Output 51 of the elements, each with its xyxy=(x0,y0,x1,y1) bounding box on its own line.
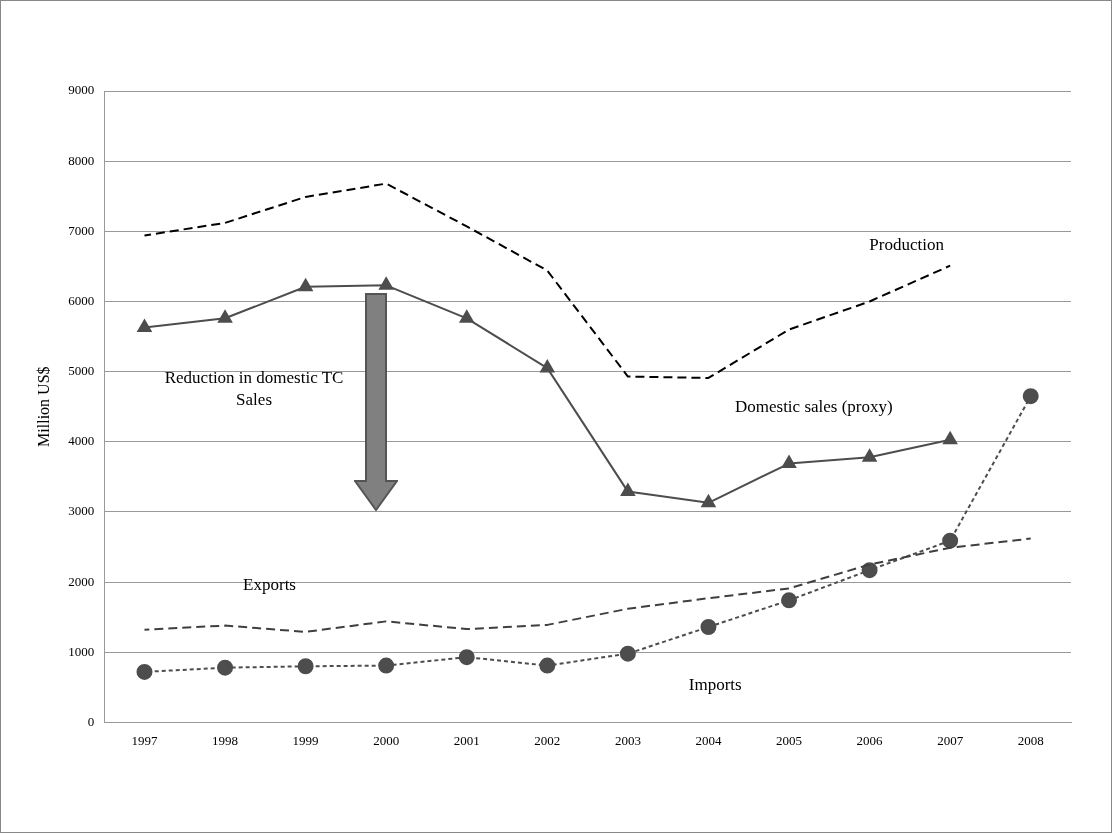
y-tick-label: 7000 xyxy=(68,222,95,238)
y-tick-label: 3000 xyxy=(68,503,95,519)
point xyxy=(620,483,635,497)
y-tick-label: 0 xyxy=(87,713,95,729)
x-tick-label: 2004 xyxy=(695,732,722,748)
y-tick-label: 1000 xyxy=(68,643,95,659)
text: Domestic sales (proxy) xyxy=(734,397,893,417)
x-tick-label: 2000 xyxy=(373,732,400,748)
x-tick-label: 2002 xyxy=(534,732,561,748)
point xyxy=(861,562,878,579)
point xyxy=(217,310,233,323)
x-tick-label: 2008 xyxy=(1017,732,1044,748)
x-tick-label: 1997 xyxy=(131,732,158,748)
text: Imports xyxy=(688,674,742,694)
point xyxy=(862,449,877,462)
point xyxy=(298,278,313,292)
point xyxy=(1022,388,1039,405)
x-tick-label: 2001 xyxy=(453,732,480,748)
y-tick-label: 5000 xyxy=(68,363,95,379)
point xyxy=(701,494,716,508)
point xyxy=(539,657,556,674)
point xyxy=(540,360,555,373)
point xyxy=(458,649,475,666)
y-tick-label: 4000 xyxy=(68,433,95,449)
x-tick-label: 1998 xyxy=(212,732,239,748)
point xyxy=(942,532,959,549)
y-tick-label: 6000 xyxy=(68,292,95,308)
point xyxy=(943,431,958,445)
series-label: Exports xyxy=(243,575,296,595)
y-axis-title: Million US$ xyxy=(34,366,52,447)
x-tick-label: 1999 xyxy=(292,732,319,748)
point xyxy=(781,455,797,469)
point xyxy=(700,618,717,635)
series-label: Production xyxy=(869,235,945,255)
y-tick-label: 8000 xyxy=(68,152,95,168)
point xyxy=(217,659,234,676)
point xyxy=(379,277,394,290)
point xyxy=(136,663,153,680)
point xyxy=(297,658,314,675)
point xyxy=(378,657,395,674)
point xyxy=(137,319,152,332)
point xyxy=(781,592,798,609)
point xyxy=(459,310,474,323)
x-tick-label: 2003 xyxy=(614,732,641,748)
x-tick-label: 2006 xyxy=(856,732,884,748)
x-tick-label: 2005 xyxy=(776,732,803,748)
x-tick-label: 2007 xyxy=(937,732,964,748)
y-tick-label: 2000 xyxy=(68,573,95,589)
point xyxy=(619,645,636,662)
y-tick-label: 9000 xyxy=(68,82,95,98)
annotation: Reduction in domestic TC Sales xyxy=(164,367,344,409)
